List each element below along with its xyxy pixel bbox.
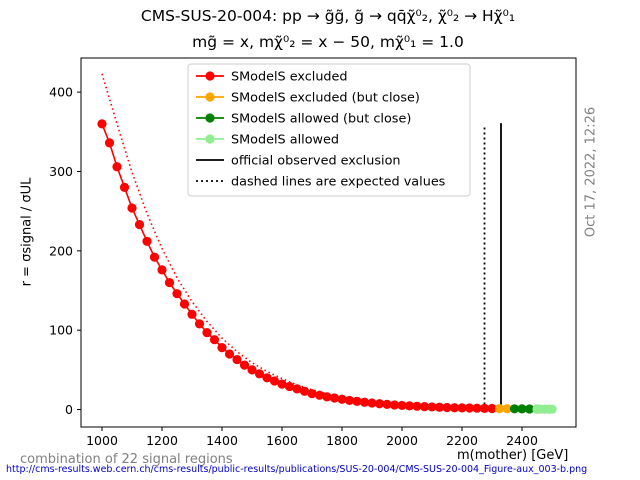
data-point xyxy=(502,404,512,414)
data-point xyxy=(442,402,452,413)
data-point xyxy=(397,400,407,411)
data-point xyxy=(419,402,430,412)
data-point xyxy=(142,236,152,246)
data-point xyxy=(329,393,340,403)
data-point xyxy=(337,394,347,404)
legend-box xyxy=(187,63,471,197)
data-point xyxy=(352,396,362,406)
x-tick-label: 1400 xyxy=(206,433,238,448)
data-point xyxy=(269,376,280,386)
data-point xyxy=(284,381,295,392)
data-point xyxy=(509,404,520,414)
data-point xyxy=(277,379,287,389)
data-point xyxy=(457,403,467,413)
data-point xyxy=(374,399,385,409)
legend-label: SModelS allowed xyxy=(231,133,339,148)
data-point xyxy=(187,309,197,319)
y-tick-label: 0 xyxy=(65,402,73,417)
data-point xyxy=(359,397,370,407)
data-point xyxy=(434,402,445,412)
legend-label: SModelS allowed (but close) xyxy=(231,112,411,127)
legend-marker xyxy=(205,71,215,81)
data-point xyxy=(479,403,490,413)
x-tick-label: 1600 xyxy=(266,433,298,448)
data-point xyxy=(127,203,137,213)
data-point xyxy=(172,289,182,299)
legend-label: dashed lines are expected values xyxy=(231,175,446,190)
y-axis-label: r = σsignal / σUL xyxy=(19,177,35,287)
legend: SModelS excluded SModelS excluded (but cl… xyxy=(187,63,471,197)
data-point xyxy=(217,343,227,353)
data-point xyxy=(164,277,175,288)
data-point xyxy=(224,349,235,359)
x-tick-label: 2400 xyxy=(506,433,538,448)
data-point xyxy=(314,390,325,400)
timestamp: Oct 17, 2022, 12:26 xyxy=(583,106,599,238)
data-point xyxy=(157,265,167,275)
data-point xyxy=(194,319,205,329)
data-point xyxy=(404,401,415,411)
x-tick-label: 2000 xyxy=(386,433,418,448)
data-point xyxy=(382,399,392,409)
data-point xyxy=(97,119,107,129)
x-tick-label: 2200 xyxy=(446,433,478,448)
y-tick-label: 300 xyxy=(49,164,73,179)
x-axis-label: m(mother) [GeV] xyxy=(457,448,569,463)
x-tick-label: 1800 xyxy=(326,433,358,448)
data-point xyxy=(299,386,310,396)
data-point xyxy=(292,384,302,394)
legend-marker xyxy=(205,92,215,102)
x-tick-label: 1000 xyxy=(86,433,118,448)
legend-marker xyxy=(205,113,215,123)
legend-label: official observed exclusion xyxy=(231,154,401,169)
data-point xyxy=(232,354,242,365)
y-tick-label: 400 xyxy=(49,85,73,100)
data-point xyxy=(464,403,475,413)
data-point xyxy=(247,365,257,375)
data-point xyxy=(524,404,535,414)
data-point xyxy=(494,403,505,414)
chart-title-line1: CMS-SUS-20-004: pp → g̃g̃, g̃ → qq̄χ̃⁰₂,… xyxy=(140,7,516,25)
data-point xyxy=(307,389,317,399)
data-point xyxy=(239,360,250,370)
data-point xyxy=(412,401,422,411)
data-point xyxy=(472,403,482,413)
chart-title-line2: mg̃ = x, mχ̃⁰₂ = x − 50, mχ̃⁰₁ = 1.0 xyxy=(192,33,464,51)
legend-label: SModelS excluded (but close) xyxy=(231,91,420,106)
data-point xyxy=(517,404,527,414)
data-point xyxy=(209,335,220,345)
data-point xyxy=(254,369,265,379)
legend-label: SModelS excluded xyxy=(231,70,348,85)
data-point xyxy=(104,138,115,148)
data-point xyxy=(547,404,557,414)
data-point xyxy=(119,182,130,192)
data-point xyxy=(149,252,160,262)
data-point xyxy=(134,220,145,230)
legend-marker xyxy=(205,134,215,144)
data-point xyxy=(449,403,460,413)
data-point xyxy=(112,162,122,172)
data-point xyxy=(344,395,355,406)
data-point xyxy=(262,373,272,383)
data-point xyxy=(367,398,377,408)
signal-regions-note: combination of 22 signal regions xyxy=(20,452,233,467)
data-point xyxy=(487,403,497,414)
y-tick-label: 100 xyxy=(49,323,73,338)
data-point xyxy=(427,402,437,412)
data-point xyxy=(179,299,190,309)
plot-frame xyxy=(80,57,577,428)
data-point xyxy=(202,327,212,338)
source-url[interactable]: http://cms-results.web.cern.ch/cms-resul… xyxy=(6,464,588,475)
x-tick-label: 1200 xyxy=(146,433,178,448)
y-tick-label: 200 xyxy=(49,243,73,258)
data-point xyxy=(322,392,332,402)
data-point xyxy=(389,400,400,410)
